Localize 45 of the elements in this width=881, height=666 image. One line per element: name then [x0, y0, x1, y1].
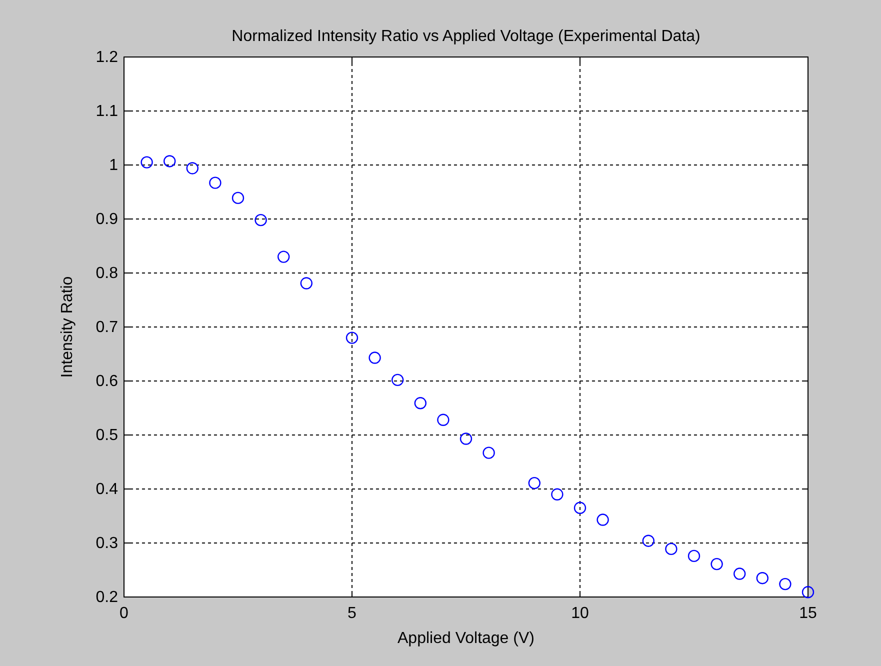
y-tick-label: 0.9	[96, 211, 118, 228]
point	[734, 568, 746, 580]
point	[186, 162, 198, 174]
y-tick-label: 0.2	[96, 589, 118, 606]
point	[688, 550, 700, 562]
point	[710, 558, 723, 570]
point	[300, 277, 312, 290]
point	[254, 214, 267, 226]
point	[779, 578, 792, 590]
point	[460, 432, 472, 445]
x-tick-label: 15	[799, 605, 817, 622]
point	[642, 534, 654, 547]
chart-title: Normalized Intensity Ratio vs Applied Voltage (Experimental Data)	[232, 28, 700, 45]
point	[437, 414, 450, 426]
x-tick-label: 5	[348, 605, 357, 622]
point	[574, 502, 586, 514]
point	[232, 192, 244, 204]
y-tick-label: 0.8	[96, 265, 118, 282]
point	[368, 352, 381, 364]
point	[551, 488, 564, 500]
y-tick-label: 1	[109, 157, 118, 174]
point	[802, 586, 814, 598]
y-tick-label: 0.6	[96, 373, 118, 390]
y-tick-label: 1.2	[96, 49, 118, 66]
point	[140, 156, 153, 168]
point	[665, 542, 678, 556]
x-axis-title: Applied Voltage (V)	[398, 630, 534, 647]
point	[528, 476, 540, 490]
x-tick-label: 10	[571, 605, 589, 622]
point	[346, 332, 358, 344]
point	[482, 446, 495, 459]
point	[392, 374, 404, 386]
point	[596, 514, 609, 526]
x-tick-label: 0	[120, 605, 129, 622]
point	[164, 155, 176, 168]
point	[209, 176, 222, 189]
y-tick-label: 0.3	[96, 535, 118, 552]
point	[756, 572, 768, 584]
point	[278, 250, 290, 263]
point	[414, 397, 426, 410]
y-tick-label: 0.5	[96, 427, 118, 444]
y-tick-label: 1.1	[96, 103, 118, 120]
y-tick-label: 0.7	[96, 319, 118, 336]
y-axis-title: Intensity Ratio	[59, 276, 76, 378]
y-tick-label: 0.4	[96, 481, 118, 498]
